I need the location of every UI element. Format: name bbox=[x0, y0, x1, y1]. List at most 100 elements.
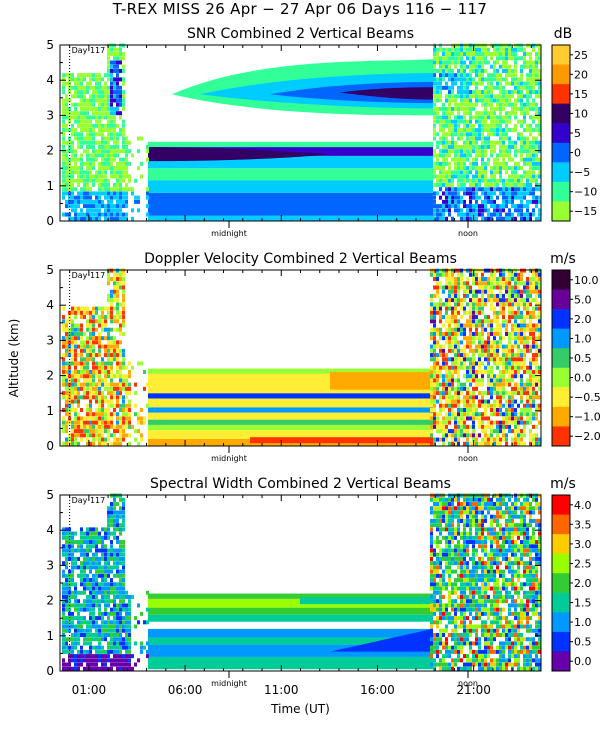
heatmap-cell bbox=[508, 56, 511, 61]
heatmap-cell bbox=[74, 132, 77, 137]
heatmap-cell bbox=[116, 369, 119, 374]
heatmap-cell bbox=[122, 199, 125, 204]
heatmap-cell bbox=[101, 153, 104, 158]
heatmap-cell bbox=[481, 90, 484, 95]
heatmap-cell bbox=[65, 73, 68, 78]
heatmap-cell bbox=[119, 281, 122, 286]
heatmap-cell bbox=[95, 561, 98, 566]
heatmap-cell bbox=[119, 556, 122, 561]
heatmap-cell bbox=[116, 548, 119, 553]
heatmap-cell bbox=[481, 81, 484, 86]
heatmap-cell bbox=[104, 582, 107, 587]
width-band bbox=[148, 614, 433, 622]
heatmap-cell bbox=[445, 157, 448, 162]
heatmap-cell bbox=[95, 77, 98, 82]
heatmap-cell bbox=[74, 441, 77, 446]
heatmap-cell bbox=[511, 348, 514, 353]
heatmap-cell bbox=[520, 73, 523, 78]
heatmap-cell bbox=[71, 403, 74, 408]
heatmap-cell bbox=[101, 424, 104, 429]
heatmap-cell bbox=[77, 336, 80, 341]
heatmap-cell bbox=[101, 212, 104, 217]
heatmap-cell bbox=[496, 319, 499, 324]
heatmap-cell bbox=[502, 429, 505, 434]
heatmap-cell bbox=[502, 378, 505, 383]
heatmap-cell bbox=[505, 399, 508, 404]
heatmap-cell bbox=[523, 161, 526, 166]
heatmap-cell bbox=[517, 174, 520, 179]
heatmap-cell bbox=[487, 144, 490, 149]
heatmap-cell bbox=[80, 603, 83, 608]
heatmap-cell bbox=[89, 336, 92, 341]
heatmap-cell bbox=[484, 437, 487, 442]
heatmap-cell bbox=[98, 216, 101, 221]
heatmap-cell bbox=[65, 437, 68, 442]
heatmap-cell bbox=[92, 73, 95, 78]
heatmap-cell bbox=[439, 666, 442, 671]
heatmap-cell bbox=[505, 119, 508, 124]
heatmap-cell bbox=[514, 102, 517, 107]
heatmap-cell bbox=[439, 429, 442, 434]
heatmap-cell bbox=[119, 578, 122, 583]
heatmap-cell bbox=[80, 395, 83, 400]
heatmap-cell bbox=[529, 361, 532, 366]
heatmap-cell bbox=[116, 348, 119, 353]
heatmap-cell bbox=[442, 153, 445, 158]
heatmap-cell bbox=[89, 208, 92, 213]
heatmap-cell bbox=[107, 153, 110, 158]
heatmap-cell bbox=[104, 306, 107, 311]
heatmap-cell bbox=[71, 132, 74, 137]
heatmap-cell bbox=[107, 386, 110, 391]
heatmap-cell bbox=[80, 578, 83, 583]
heatmap-cell bbox=[460, 272, 463, 277]
heatmap-cell bbox=[433, 136, 436, 141]
heatmap-cell bbox=[137, 195, 140, 200]
heatmap-cell bbox=[514, 298, 517, 303]
heatmap-cell bbox=[430, 268, 433, 273]
heatmap-cell bbox=[146, 654, 149, 659]
heatmap-cell bbox=[517, 98, 520, 103]
heatmap-cell bbox=[71, 611, 74, 616]
heatmap-cell bbox=[439, 81, 442, 86]
heatmap-cell bbox=[436, 493, 439, 498]
heatmap-cell bbox=[98, 369, 101, 374]
heatmap-cell bbox=[538, 94, 541, 99]
heatmap-cell bbox=[80, 323, 83, 328]
heatmap-cell bbox=[535, 272, 538, 277]
heatmap-cell bbox=[487, 437, 490, 442]
heatmap-cell bbox=[86, 662, 89, 667]
heatmap-cell bbox=[460, 43, 463, 48]
heatmap-cell bbox=[499, 407, 502, 412]
heatmap-cell bbox=[104, 327, 107, 332]
heatmap-cell bbox=[538, 77, 541, 82]
heatmap-cell bbox=[508, 111, 511, 116]
heatmap-cell bbox=[436, 437, 439, 442]
heatmap-cell bbox=[116, 565, 119, 570]
heatmap-cell bbox=[490, 395, 493, 400]
heatmap-cell bbox=[101, 620, 104, 625]
heatmap-cell bbox=[62, 344, 65, 349]
heatmap-cell bbox=[469, 407, 472, 412]
heatmap-cell bbox=[517, 315, 520, 320]
heatmap-cell bbox=[98, 628, 101, 633]
heatmap-cell bbox=[74, 170, 77, 175]
heatmap-cell bbox=[62, 357, 65, 362]
heatmap-cell bbox=[101, 319, 104, 324]
heatmap-cell bbox=[460, 348, 463, 353]
heatmap-cell bbox=[113, 565, 116, 570]
heatmap-cell bbox=[101, 344, 104, 349]
heatmap-cell bbox=[101, 407, 104, 412]
heatmap-cell bbox=[62, 187, 65, 192]
heatmap-cell bbox=[89, 319, 92, 324]
heatmap-cell bbox=[125, 187, 128, 192]
heatmap-cell bbox=[517, 437, 520, 442]
heatmap-cell bbox=[436, 327, 439, 332]
heatmap-cell bbox=[101, 182, 104, 187]
heatmap-cell bbox=[481, 378, 484, 383]
heatmap-cell bbox=[532, 327, 535, 332]
heatmap-cell bbox=[77, 174, 80, 179]
heatmap-cell bbox=[469, 298, 472, 303]
heatmap-cell bbox=[92, 412, 95, 417]
heatmap-cell bbox=[502, 361, 505, 366]
heatmap-cell bbox=[445, 327, 448, 332]
